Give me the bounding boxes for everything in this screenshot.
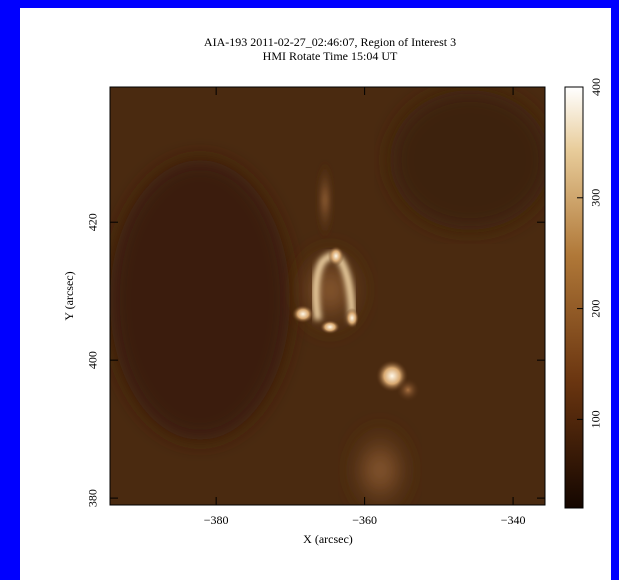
page: AIA-193 2011-02-27_02:46:07, Region of I…: [0, 0, 619, 580]
x-axis-label: X (arcsec): [303, 532, 353, 546]
y-tick-label: 400: [86, 351, 100, 369]
border-top: [0, 0, 619, 8]
border-right: [611, 0, 619, 580]
chart-title: AIA-193 2011-02-27_02:46:07, Region of I…: [204, 35, 456, 49]
x-tick-label: −380: [204, 513, 229, 527]
colorbar: [565, 87, 583, 508]
y-tick-label: 380: [86, 489, 100, 507]
border-left: [0, 0, 20, 580]
solar-image: [110, 87, 550, 520]
colorbar-tick-label: 400: [589, 78, 603, 96]
x-tick-label: −360: [352, 513, 377, 527]
chart-subtitle: HMI Rotate Time 15:04 UT: [263, 49, 398, 63]
colorbar-tick-label: 300: [589, 189, 603, 207]
x-tick-label: −340: [501, 513, 526, 527]
colorbar-tick-label: 200: [589, 300, 603, 318]
colorbar-tick-label: 100: [589, 410, 603, 428]
y-tick-label: 420: [86, 213, 100, 231]
y-axis-label: Y (arcsec): [62, 271, 76, 320]
